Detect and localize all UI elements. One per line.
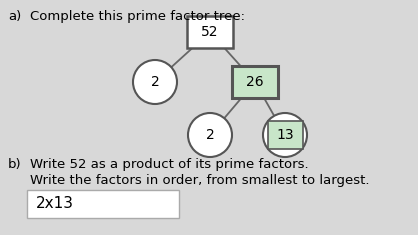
- FancyBboxPatch shape: [268, 121, 303, 149]
- Text: 52: 52: [201, 25, 219, 39]
- Circle shape: [188, 113, 232, 157]
- Text: 13: 13: [276, 128, 294, 142]
- Text: Write 52 as a product of its prime factors.: Write 52 as a product of its prime facto…: [30, 158, 308, 171]
- Text: Write the factors in order, from smallest to largest.: Write the factors in order, from smalles…: [30, 174, 370, 187]
- FancyBboxPatch shape: [187, 16, 233, 48]
- Text: 26: 26: [246, 75, 264, 89]
- Text: 2: 2: [150, 75, 159, 89]
- FancyBboxPatch shape: [232, 66, 278, 98]
- Circle shape: [263, 113, 307, 157]
- Circle shape: [133, 60, 177, 104]
- Text: Complete this prime factor tree:: Complete this prime factor tree:: [30, 10, 245, 23]
- Text: a): a): [8, 10, 21, 23]
- Text: 2: 2: [206, 128, 214, 142]
- Text: b): b): [8, 158, 22, 171]
- Text: 2x13: 2x13: [36, 196, 74, 212]
- FancyBboxPatch shape: [27, 190, 179, 218]
